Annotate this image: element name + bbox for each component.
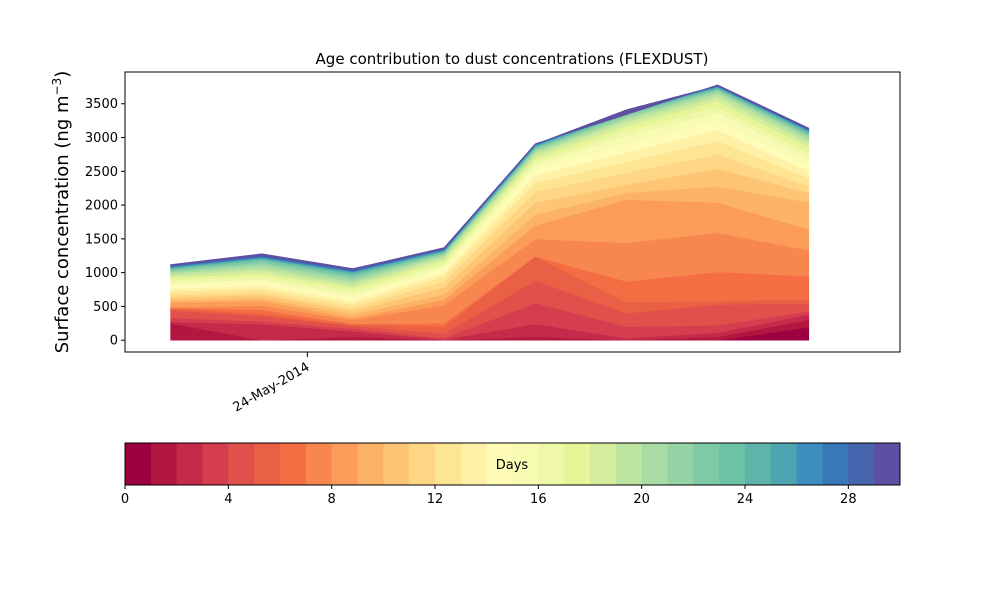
colorbar-segment-21 — [667, 443, 694, 485]
colorbar-segment-10 — [383, 443, 410, 485]
y-tick-label: 1000 — [85, 266, 118, 281]
colorbar-segment-15 — [512, 443, 539, 485]
x-axis: 24-May-2014 — [231, 352, 313, 416]
y-tick-label: 2500 — [85, 165, 118, 180]
colorbar-segment-16 — [538, 443, 565, 485]
colorbar-segment-7 — [305, 443, 333, 485]
y-tick-label: 2000 — [85, 199, 118, 214]
y-tick-label: 0 — [110, 334, 118, 349]
colorbar-segment-27 — [822, 443, 849, 485]
y-axis-label: Surface concentration (ng m−3) — [50, 71, 73, 354]
plot-frame — [124, 71, 901, 353]
chart-title: Age contribution to dust concentrations … — [316, 50, 709, 68]
stacked-area-layers — [170, 84, 810, 341]
colorbar-segment-14 — [486, 443, 513, 485]
colorbar — [125, 443, 901, 485]
colorbar-tick-label: 0 — [121, 492, 129, 507]
colorbar-segment-26 — [796, 443, 823, 485]
colorbar-tick-label: 20 — [633, 492, 650, 507]
colorbar-segment-3 — [202, 443, 229, 485]
colorbar-segment-28 — [848, 443, 875, 485]
colorbar-tick-label: 28 — [840, 492, 857, 507]
x-tick-label: 24-May-2014 — [231, 360, 313, 416]
colorbar-segment-4 — [228, 443, 255, 485]
colorbar-tick-label: 24 — [737, 492, 754, 507]
colorbar-segment-19 — [615, 443, 643, 485]
colorbar-segment-2 — [176, 443, 203, 485]
y-axis: 0 500 1000 1500 2000 2500 3000 3500 — [85, 97, 125, 349]
colorbar-frame — [124, 442, 901, 486]
colorbar-segment-12 — [435, 443, 462, 485]
colorbar-segment-6 — [280, 443, 307, 485]
colorbar-segment-25 — [770, 443, 798, 485]
colorbar-segment-17 — [564, 443, 591, 485]
y-tick-label: 3000 — [85, 131, 118, 146]
colorbar-segment-9 — [357, 443, 384, 485]
colorbar-segment-23 — [719, 443, 746, 485]
colorbar-segment-11 — [409, 443, 436, 485]
area-layer-day-29 — [170, 84, 810, 271]
colorbar-segment-24 — [745, 443, 772, 485]
colorbar-segment-13 — [460, 443, 488, 485]
colorbar-ticks: 0 4 8 12 16 20 24 28 — [121, 485, 857, 507]
colorbar-segment-18 — [590, 443, 617, 485]
y-tick-label: 1500 — [85, 232, 118, 247]
colorbar-tick-label: 4 — [224, 492, 232, 507]
colorbar-tick-label: 16 — [530, 492, 547, 507]
colorbar-tick-label: 8 — [328, 492, 336, 507]
colorbar-segment-8 — [331, 443, 358, 485]
colorbar-segment-20 — [641, 443, 668, 485]
colorbar-segment-22 — [693, 443, 720, 485]
colorbar-tick-label: 12 — [427, 492, 444, 507]
y-tick-label: 500 — [93, 300, 118, 315]
colorbar-segment-1 — [150, 443, 178, 485]
y-tick-label: 3500 — [85, 97, 118, 112]
colorbar-segment-29 — [874, 443, 901, 485]
colorbar-segment-5 — [254, 443, 281, 485]
colorbar-label: Days — [496, 458, 529, 473]
colorbar-segment-0 — [125, 443, 152, 485]
